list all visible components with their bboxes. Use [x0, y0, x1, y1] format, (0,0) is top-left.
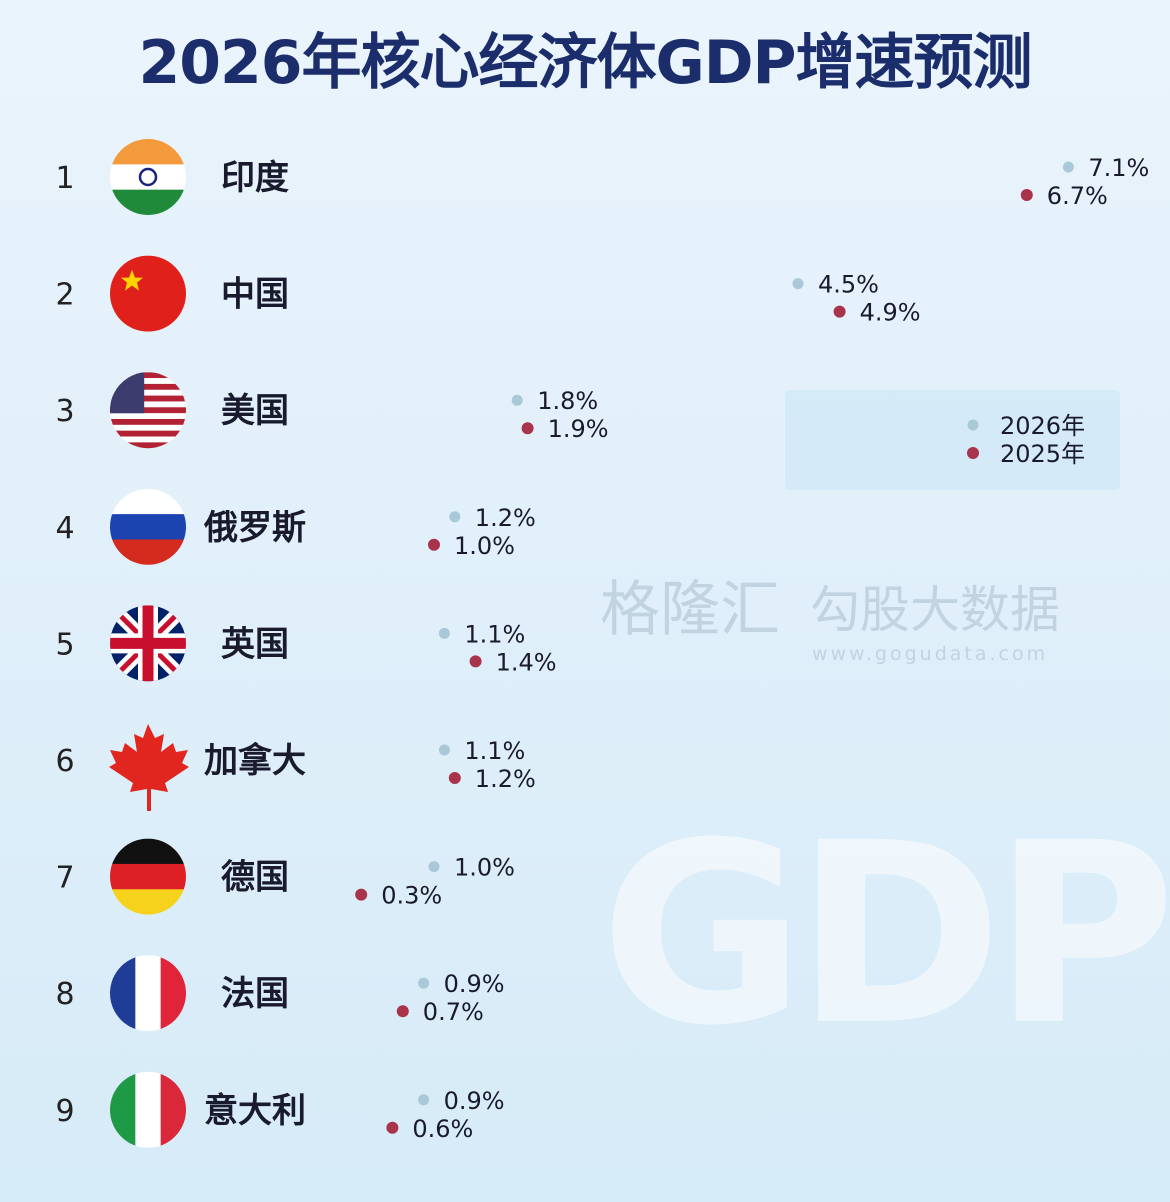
chart-row: 9 意大利 0.9%0.6% [55, 1071, 505, 1148]
dot-2026 [418, 977, 430, 989]
canada-maple-leaf-icon [109, 724, 189, 811]
dot-2025 [1020, 189, 1033, 201]
value-label-2026: 7.1% [1088, 154, 1149, 182]
value-label-2025: 1.2% [475, 765, 536, 793]
country-label: 中国 [221, 275, 289, 315]
dot-2025 [386, 1121, 399, 1134]
dot-2025 [428, 538, 440, 551]
gogudata-watermark: 勾股大数据 [810, 581, 1060, 639]
rank-label: 2 [55, 278, 74, 313]
value-label-2026: 1.0% [454, 854, 515, 882]
value-label-2026: 4.5% [818, 271, 879, 299]
value-label-2026: 0.9% [444, 1087, 505, 1115]
chart-row: 1 印度 7.1%6.7% [55, 139, 1149, 215]
chart-row: 3 美国 1.8%1.9% [55, 372, 609, 449]
value-label-2025: 4.9% [860, 299, 921, 327]
russia-flag-icon [110, 488, 186, 565]
rank-label: 6 [55, 744, 74, 779]
rank-label: 5 [55, 627, 74, 662]
rank-label: 4 [55, 511, 74, 546]
value-label-2025: 1.9% [548, 415, 609, 443]
value-label-2025: 1.0% [454, 532, 515, 560]
dot-2025 [396, 1005, 409, 1018]
value-label-2025: 0.6% [412, 1115, 473, 1143]
value-label-2026: 0.9% [444, 970, 505, 998]
chart-row: 2 中国 4.5%4.9% [55, 255, 921, 332]
dot-2026 [418, 1094, 430, 1106]
gogudata-url-watermark: www.gogudata.com [812, 643, 1049, 665]
rank-label: 8 [55, 977, 74, 1012]
value-label-2025: 0.3% [381, 882, 442, 910]
legend-dot-1 [967, 447, 979, 459]
country-label: 加拿大 [204, 741, 306, 781]
chart-row: 5 英国 1.1%1.4% [55, 605, 557, 682]
rank-label: 1 [55, 161, 74, 196]
chart-row: 7 德国 1.0% 0.3% [55, 838, 515, 915]
chart-row: 6 加拿大 1.1%1.2% [55, 724, 536, 811]
country-label: 法国 [221, 974, 289, 1014]
dot-2026 [438, 744, 450, 756]
rank-label: 3 [55, 394, 74, 429]
italy-flag-icon [110, 1071, 186, 1148]
dot-2026 [1062, 161, 1074, 173]
dot-2025 [448, 772, 461, 784]
dot-2026 [438, 627, 450, 639]
value-label-2026: 1.1% [464, 737, 525, 765]
legend-label: 2025年 [1000, 440, 1085, 468]
dot-2026 [511, 394, 523, 406]
country-label: 俄罗斯 [203, 508, 306, 548]
chart-title: 2026年核心经济体GDP增速预测 [138, 28, 1032, 98]
dot-2026 [792, 278, 804, 290]
value-label-2025: 1.4% [496, 648, 557, 676]
india-flag-icon [110, 139, 186, 215]
value-label-2025: 0.7% [423, 998, 484, 1026]
gelonghui-watermark: 格隆汇 [600, 575, 780, 645]
france-flag-icon [110, 955, 186, 1032]
rank-label: 7 [55, 861, 74, 896]
value-label-2026: 1.8% [537, 387, 598, 415]
legend-label: 2026年 [1000, 412, 1085, 440]
country-label: 印度 [221, 158, 289, 198]
country-label: 意大利 [204, 1091, 306, 1131]
country-label: 德国 [221, 858, 289, 898]
value-label-2026: 1.2% [475, 504, 536, 532]
value-label-2025: 6.7% [1047, 182, 1108, 210]
china-flag-icon [110, 255, 186, 332]
china-star-shape [121, 269, 143, 291]
dot-2026 [449, 511, 461, 523]
country-label: 美国 [221, 391, 289, 431]
dot-2025 [355, 888, 368, 901]
dot-2025 [833, 305, 846, 318]
background-gdp-watermark: GDP [600, 789, 1170, 1080]
dot-2026 [428, 861, 440, 873]
germany-flag-icon [110, 838, 186, 915]
legend-dot-0 [967, 419, 979, 431]
country-label: 英国 [221, 624, 289, 664]
legend-box [785, 390, 1120, 490]
chart-row: 4 俄罗斯 1.2%1.0% [55, 488, 536, 565]
usa-flag-icon [110, 372, 186, 449]
chart-row: 8 法国 0.9%0.7% [55, 955, 505, 1032]
rank-label: 9 [55, 1094, 74, 1129]
value-label-2026: 1.1% [464, 620, 525, 648]
dot-2025 [521, 422, 534, 435]
uk-flag-icon [110, 605, 186, 682]
dot-2025 [469, 655, 482, 668]
